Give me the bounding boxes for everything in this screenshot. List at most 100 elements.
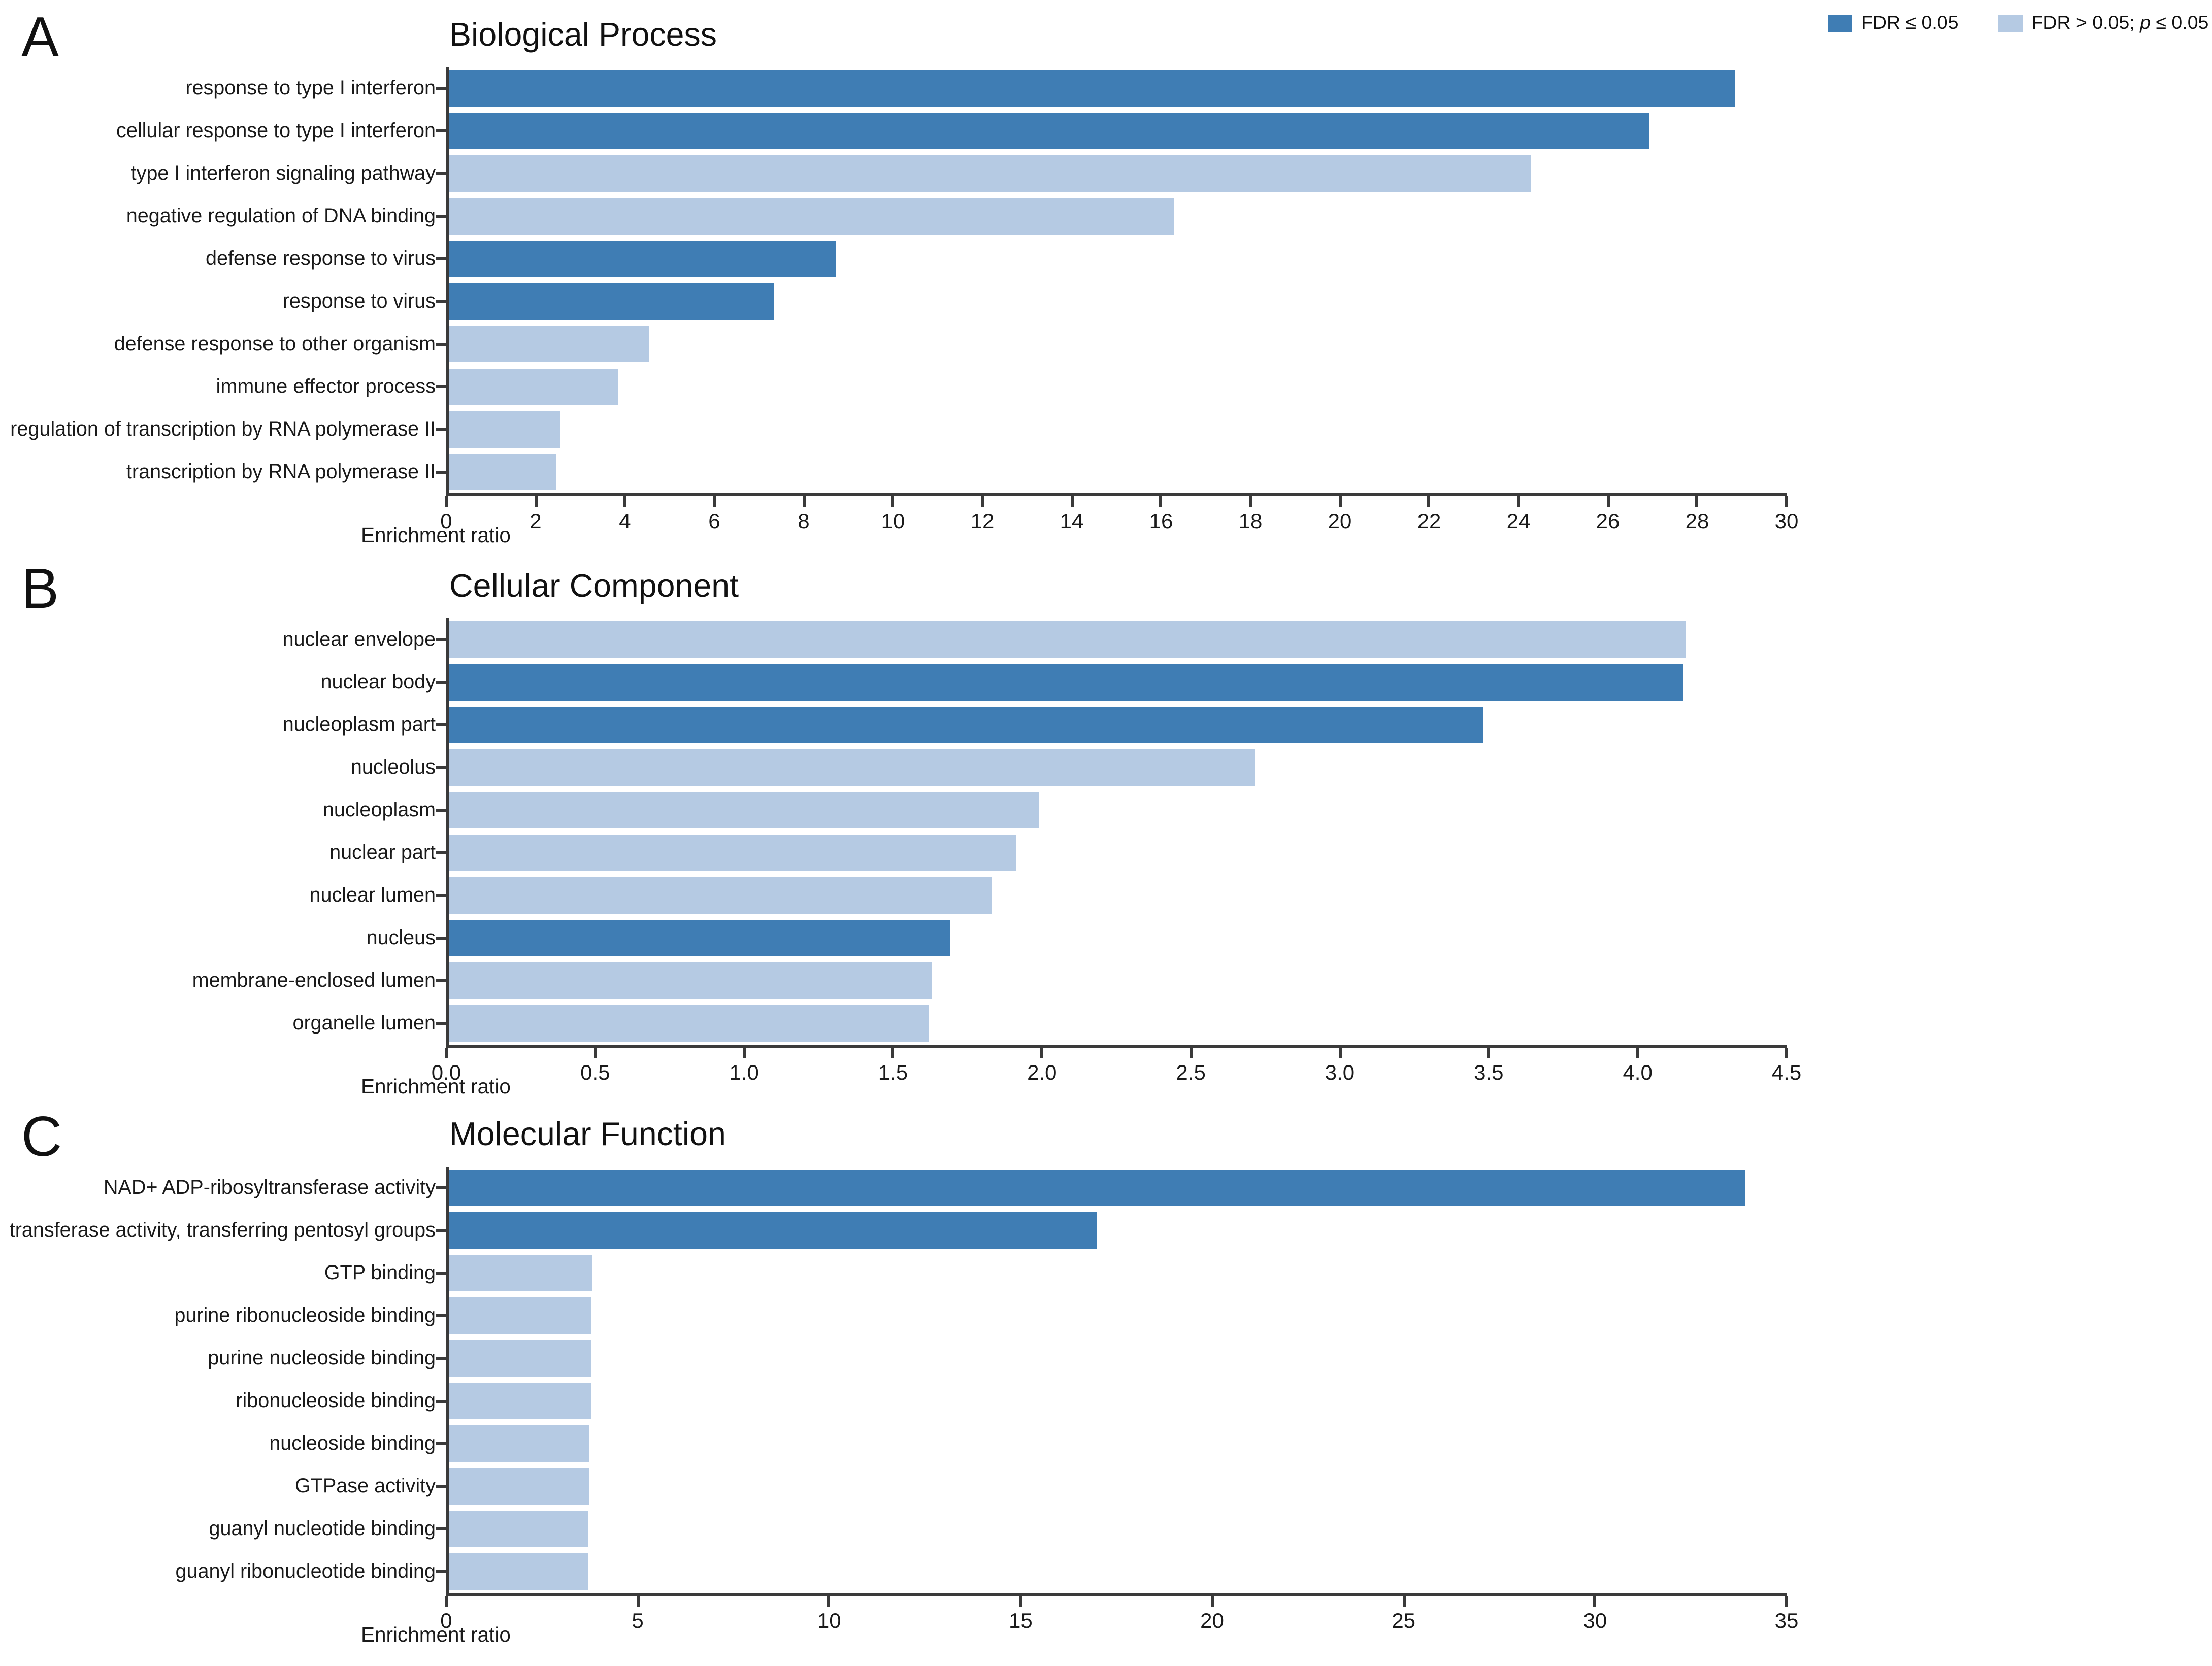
category-label: organelle lumen	[292, 1011, 436, 1034]
bar-row: GTPase activity	[0, 1465, 1784, 1508]
category-label: response to virus	[282, 289, 436, 312]
category-label: transcription by RNA polymerase II	[126, 460, 436, 483]
x-tick	[1402, 1596, 1405, 1607]
bar-row: GTP binding	[0, 1252, 1784, 1294]
bar	[449, 877, 992, 914]
legend-label-part-italic: p	[2140, 12, 2151, 34]
y-tick	[436, 1527, 446, 1530]
y-tick	[436, 937, 446, 940]
category-label: nucleus	[366, 926, 436, 949]
legend-label-significant: FDR ≤ 0.05	[1861, 12, 1959, 34]
x-tick-label: 0.5	[580, 1060, 610, 1084]
category-label: GTP binding	[324, 1261, 436, 1284]
y-tick	[436, 638, 446, 641]
bar-track	[436, 959, 1784, 1002]
x-tick-label: 0.0	[431, 1060, 461, 1084]
category-label: regulation of transcription by RNA polym…	[10, 417, 436, 440]
y-tick	[436, 1272, 446, 1275]
bar-rows: response to type I interferon cellular re…	[0, 67, 1784, 493]
bar	[449, 1297, 591, 1334]
bar-track	[436, 1167, 1784, 1209]
x-tick-label: 8	[798, 509, 810, 533]
category-label: membrane-enclosed lumen	[192, 969, 436, 991]
legend-swatch-significant	[1828, 14, 1852, 31]
y-tick	[436, 809, 446, 812]
y-tick	[436, 471, 446, 474]
bar-row: nucleoplasm part	[0, 704, 1784, 746]
bar-track	[436, 451, 1784, 493]
bar-row: regulation of transcription by RNA polym…	[0, 408, 1784, 451]
bar-track	[436, 67, 1784, 110]
bar-track	[436, 789, 1784, 831]
bar	[449, 1170, 1745, 1206]
x-tick	[802, 496, 805, 507]
bar-row: response to virus	[0, 280, 1784, 323]
x-tick	[1189, 1048, 1193, 1058]
bar-row: nucleoplasm	[0, 789, 1784, 831]
x-tick	[742, 1048, 746, 1058]
bar-row: guanyl ribonucleotide binding	[0, 1550, 1784, 1593]
category-label: nucleoplasm	[322, 798, 436, 821]
category-label: NAD+ ADP-ribosyltransferase activity	[103, 1176, 436, 1198]
panel-letter: C	[21, 1106, 62, 1168]
bar-track	[436, 110, 1784, 152]
legend-label-part: ≤ 0.05	[2151, 12, 2209, 34]
x-tick-label: 3.0	[1325, 1060, 1355, 1084]
panel-letter: B	[21, 557, 59, 620]
x-tick	[534, 496, 537, 507]
bar-track	[436, 1380, 1784, 1422]
x-tick-label: 2.5	[1176, 1060, 1206, 1084]
x-tick	[1210, 1596, 1214, 1607]
bar-row: nuclear body	[0, 661, 1784, 704]
x-tick-label: 0	[440, 1608, 452, 1632]
bar	[449, 70, 1735, 107]
bar	[449, 113, 1650, 149]
y-tick	[436, 1357, 446, 1360]
bar	[449, 454, 556, 490]
x-tick-label: 25	[1392, 1608, 1416, 1632]
y-tick	[436, 979, 446, 982]
category-label: negative regulation of DNA binding	[126, 204, 436, 227]
x-tick-label: 14	[1060, 509, 1084, 533]
y-tick	[436, 723, 446, 726]
bar	[449, 920, 950, 956]
bar	[449, 369, 618, 405]
x-tick	[1593, 1596, 1597, 1607]
bar-row: ribonucleoside binding	[0, 1380, 1784, 1422]
bar-rows: nuclear envelope nuclear body nucleoplasm …	[0, 618, 1784, 1045]
bar	[449, 1212, 1098, 1249]
legend-label-nonsignificant: FDR > 0.05; p ≤ 0.05	[2031, 12, 2208, 34]
x-tick-label: 12	[970, 509, 995, 533]
y-tick	[436, 1442, 446, 1445]
category-label: guanyl nucleotide binding	[209, 1517, 436, 1540]
bar-row: nuclear lumen	[0, 874, 1784, 917]
y-tick	[436, 681, 446, 684]
x-tick-label: 6	[708, 509, 720, 533]
y-tick	[436, 87, 446, 90]
x-tick-label: 10	[881, 509, 905, 533]
x-tick-label: 1.0	[729, 1060, 759, 1084]
x-tick-label: 0	[440, 509, 452, 533]
bar-row: defense response to virus	[0, 238, 1784, 280]
x-tick-label: 4.0	[1623, 1060, 1653, 1084]
category-label: GTPase activity	[294, 1474, 436, 1497]
x-tick	[1785, 1596, 1788, 1607]
legend-item-significant: FDR ≤ 0.05	[1828, 12, 1958, 34]
x-tick	[1785, 496, 1788, 507]
x-tick-label: 10	[817, 1608, 841, 1632]
x-tick-label: 28	[1685, 509, 1709, 533]
x-tick	[981, 496, 984, 507]
bar	[449, 792, 1040, 828]
bar-row: negative regulation of DNA binding	[0, 195, 1784, 238]
bar	[449, 198, 1174, 235]
bar-row: cellular response to type I interferon	[0, 110, 1784, 152]
y-tick	[436, 1314, 446, 1317]
bar-track	[436, 831, 1784, 874]
bar-row: purine ribonucleoside binding	[0, 1294, 1784, 1337]
category-label: immune effector process	[216, 375, 436, 397]
bar	[449, 1255, 592, 1291]
bar-track	[436, 280, 1784, 323]
x-tick-label: 16	[1149, 509, 1173, 533]
bar	[449, 962, 933, 999]
